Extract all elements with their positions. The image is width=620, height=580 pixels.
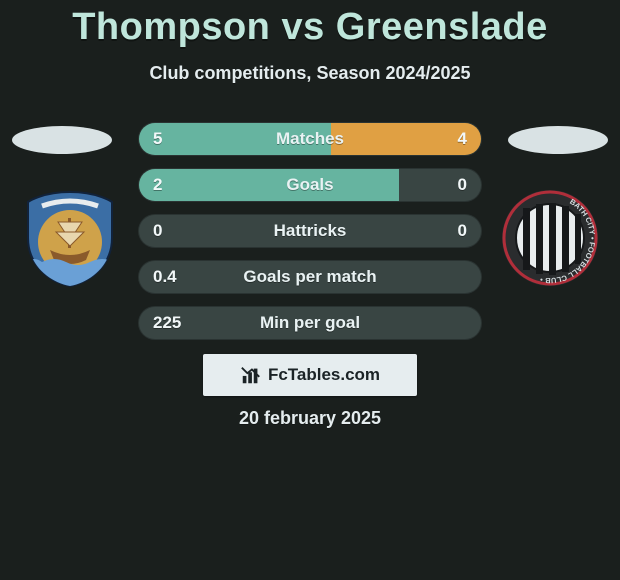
stat-row-gpm: 0.4 Goals per match	[138, 260, 482, 294]
right-club-badge: BATH CITY • FOOTBALL CLUB •	[500, 188, 600, 288]
stat-value-left: 0	[153, 215, 162, 247]
stat-label: Min per goal	[139, 307, 481, 339]
stat-label: Goals per match	[139, 261, 481, 293]
attribution-box[interactable]: FcTables.com	[203, 354, 417, 396]
stat-value-left: 0.4	[153, 261, 177, 293]
left-club-badge	[20, 188, 120, 288]
stats-container: 5 Matches 4 2 Goals 0 0 Hattricks 0 0.4 …	[138, 122, 482, 352]
stat-value-right: 4	[458, 123, 467, 155]
stat-row-matches: 5 Matches 4	[138, 122, 482, 156]
date: 20 february 2025	[0, 408, 620, 429]
subtitle: Club competitions, Season 2024/2025	[0, 63, 620, 84]
stat-value-left: 2	[153, 169, 162, 201]
right-player-ellipse	[508, 126, 608, 154]
stat-fill-left	[139, 169, 399, 201]
stat-label: Hattricks	[139, 215, 481, 247]
stat-row-goals: 2 Goals 0	[138, 168, 482, 202]
bathcity-crest-icon: BATH CITY • FOOTBALL CLUB •	[500, 188, 600, 288]
weymouth-crest-icon	[20, 188, 120, 288]
stat-row-mpg: 225 Min per goal	[138, 306, 482, 340]
page-root: Thompson vs Greenslade Club competitions…	[0, 0, 620, 580]
stat-value-right: 0	[458, 215, 467, 247]
bar-chart-icon	[240, 364, 262, 386]
stat-value-left: 5	[153, 123, 162, 155]
page-title: Thompson vs Greenslade	[0, 6, 620, 49]
stat-fill-left	[139, 123, 331, 155]
stat-value-right: 0	[458, 169, 467, 201]
left-player-ellipse	[12, 126, 112, 154]
stat-row-hattricks: 0 Hattricks 0	[138, 214, 482, 248]
attribution-text: FcTables.com	[268, 365, 380, 385]
stat-value-left: 225	[153, 307, 181, 339]
